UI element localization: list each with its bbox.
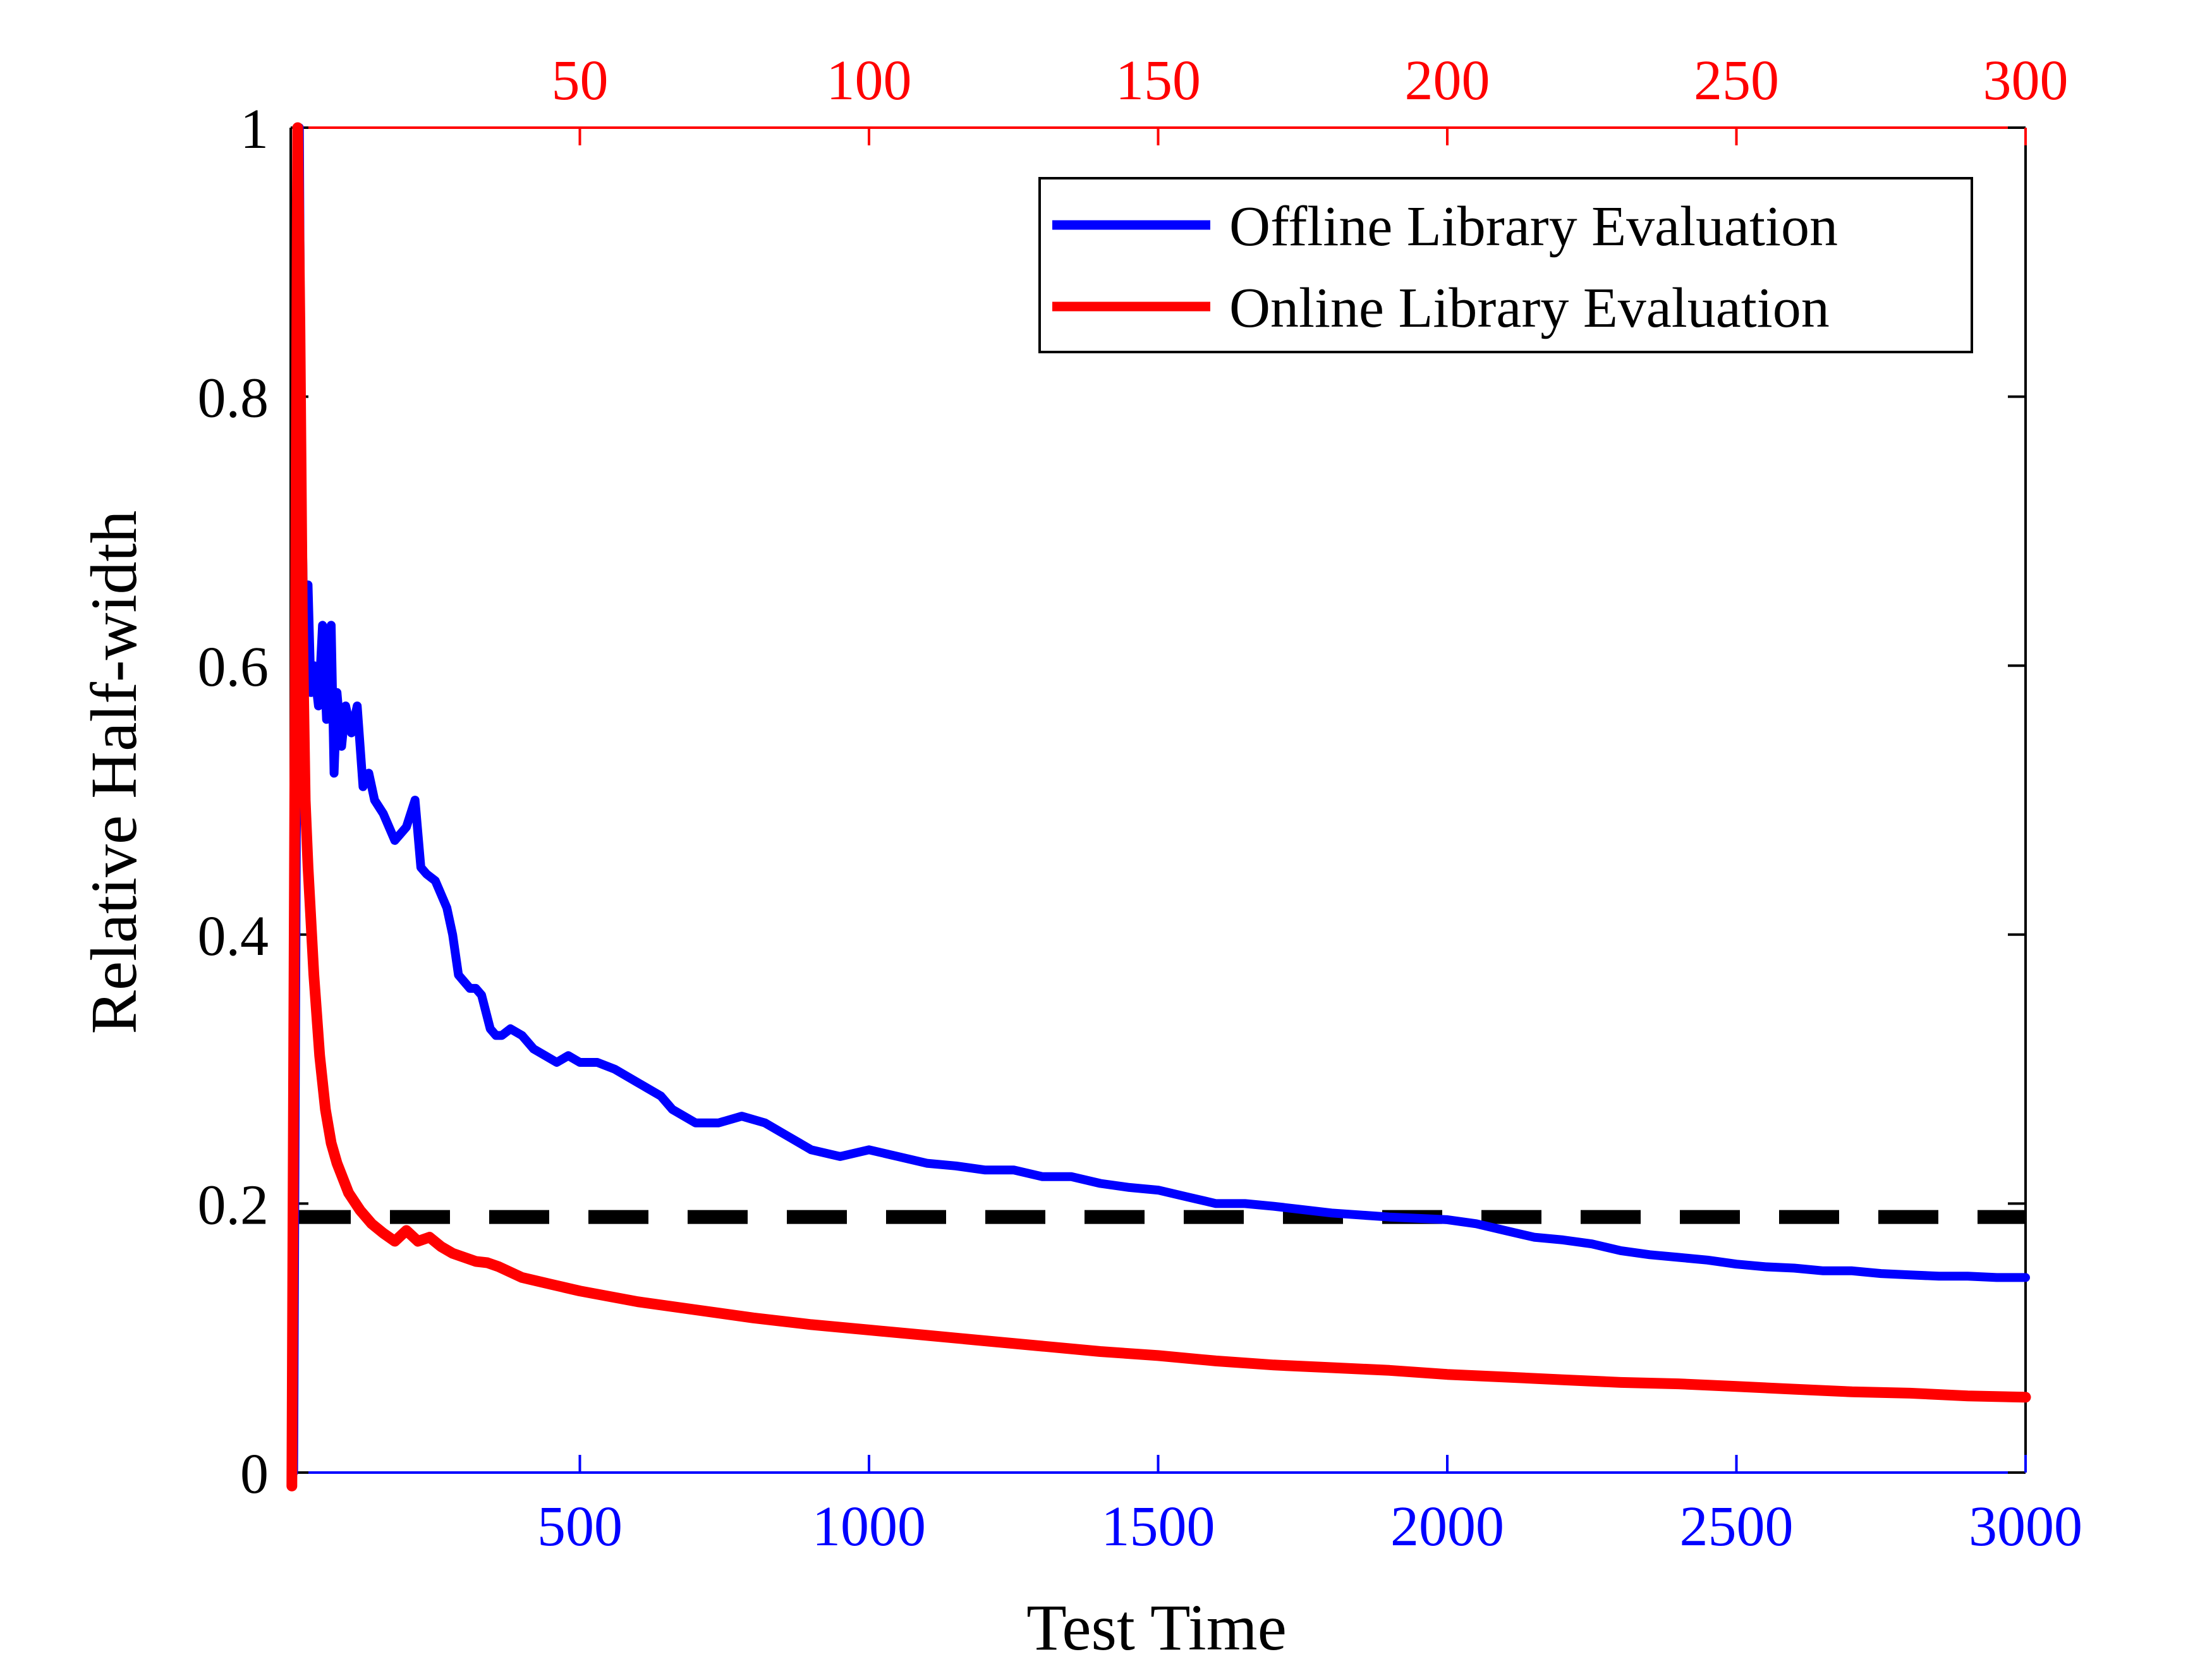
x-bottom-tick-label: 3000 (1969, 1495, 2082, 1558)
x-top-tick-label: 200 (1405, 49, 1490, 112)
legend-box (1038, 177, 1973, 353)
legend: Offline Library Evaluation Online Librar… (1038, 177, 1973, 353)
series-layer (286, 122, 2031, 1492)
legend-label-offline: Offline Library Evaluation (1229, 195, 1838, 258)
y-tick-label: 0.4 (198, 905, 269, 968)
x-top-tick-label: 250 (1694, 49, 1779, 112)
x-bottom-tick-label: 500 (537, 1495, 623, 1558)
y-tick-label: 0.8 (198, 367, 269, 430)
series-online-line (286, 122, 2031, 1492)
legend-label-online: Online Library Evaluation (1229, 277, 1830, 339)
x-axis-title: Test Time (1026, 1591, 1287, 1659)
y-tick-label: 1 (240, 98, 269, 161)
x-bottom-tick-label: 2000 (1390, 1495, 1504, 1558)
x-top-tick-label: 50 (552, 49, 609, 112)
y-tick-label: 0 (240, 1443, 269, 1505)
y-tick-label: 0.2 (198, 1174, 269, 1236)
x-bottom-tick-label: 2500 (1680, 1495, 1794, 1558)
x-bottom-tick-label: 1500 (1102, 1495, 1215, 1558)
series-offline-line (289, 123, 2030, 1477)
y-axis-title: Relative Half-width (78, 511, 150, 1035)
x-top-tick-label: 100 (827, 49, 912, 112)
x-bottom-tick-label: 1000 (812, 1495, 926, 1558)
x-top-tick-label: 300 (1983, 49, 2069, 112)
y-tick-label: 0.6 (198, 636, 269, 698)
x-top-tick-label: 150 (1115, 49, 1201, 112)
